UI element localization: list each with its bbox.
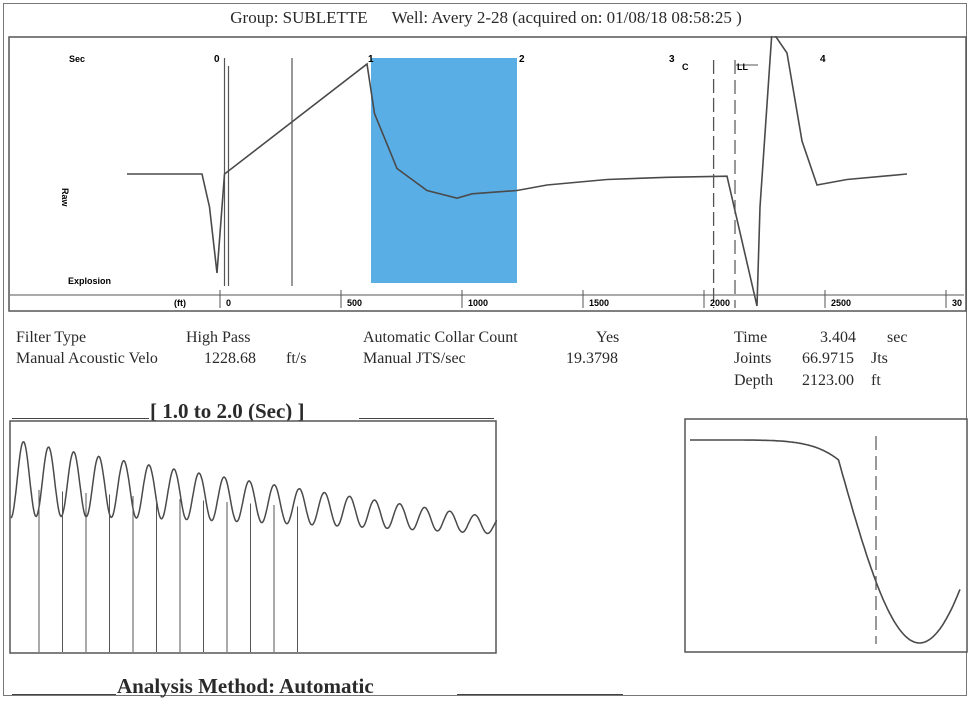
zoom-title: [ 1.0 to 2.0 (Sec) ] (150, 399, 305, 423)
joints-label: Joints (734, 350, 772, 367)
depth-tick-label: 2500 (831, 298, 851, 308)
depth-tick-label: 1500 (589, 298, 609, 308)
top-label-1: 1 (368, 54, 374, 65)
highlight-range (371, 58, 517, 283)
jts-label: Manual JTS/sec (363, 350, 466, 367)
raw-axis-label: Raw (60, 188, 70, 208)
depth-tick-label: 2000 (710, 298, 730, 308)
filter-response-chart (684, 418, 968, 653)
well-label: Well: Avery 2-28 (acquired on: 01/08/18 … (391, 8, 742, 27)
top-label-3: 3 (669, 54, 675, 65)
report-header: Group: SUBLETTE Well: Avery 2-28 (acquire… (0, 8, 972, 28)
velocity-value: 1228.68 (204, 350, 256, 367)
velocity-label: Manual Acoustic Velo (16, 350, 158, 367)
sec-label: Sec (69, 54, 85, 64)
main-trace-chart: Sec 0 1 2 3 4 C LL Raw Explosion 0 500 100… (8, 36, 967, 312)
report-frame (3, 3, 967, 696)
group-label: Group: SUBLETTE (230, 8, 368, 27)
top-label-0: 0 (214, 54, 220, 65)
velocity-unit: ft/s (286, 350, 307, 367)
depth-label: Depth (734, 372, 774, 389)
filter-type-value: High Pass (186, 329, 251, 346)
collar-count-label: Automatic Collar Count (363, 329, 518, 346)
filter-chart-frame (684, 418, 968, 653)
time-value: 3.404 (820, 329, 856, 346)
collar-marker-label: C (682, 62, 689, 72)
depth-tick-label: 500 (347, 298, 362, 308)
filter-type-label: Filter Type (16, 329, 87, 346)
depth-axis-unit: (ft) (174, 298, 186, 308)
depth-tick-label: 1000 (468, 298, 488, 308)
depth-tick-label: 30 (952, 298, 962, 308)
analysis-method: Analysis Method: Automatic (117, 674, 374, 698)
zoom-collar-lines (38, 490, 298, 652)
analysis-rule-right (457, 694, 623, 695)
top-label-4: 4 (820, 54, 826, 65)
time-label: Time (734, 329, 768, 346)
zoom-title-rule-left (12, 418, 149, 419)
joints-value: 66.9715 (802, 350, 854, 367)
filter-response-line (690, 439, 961, 644)
top-label-2: 2 (519, 54, 525, 65)
main-trace-line (127, 36, 908, 307)
ll-marker-label: LL (737, 62, 748, 72)
joints-unit: Jts (871, 350, 888, 367)
depth-value: 2123.00 (802, 372, 854, 389)
depth-unit: ft (871, 372, 881, 389)
analysis-rule-left (12, 694, 116, 695)
jts-value: 19.3798 (566, 350, 618, 367)
zoom-trace-line (10, 440, 497, 535)
zoom-chart (9, 420, 497, 654)
time-unit: sec (887, 329, 908, 346)
depth-axis-ticks: 0 500 1000 1500 2000 2500 30 (219, 290, 962, 308)
zoom-title-rule-right (359, 418, 494, 419)
explosion-label: Explosion (68, 276, 111, 286)
depth-tick-label: 0 (226, 298, 231, 308)
collar-count-value: Yes (596, 329, 620, 346)
zoom-chart-frame (9, 420, 497, 654)
